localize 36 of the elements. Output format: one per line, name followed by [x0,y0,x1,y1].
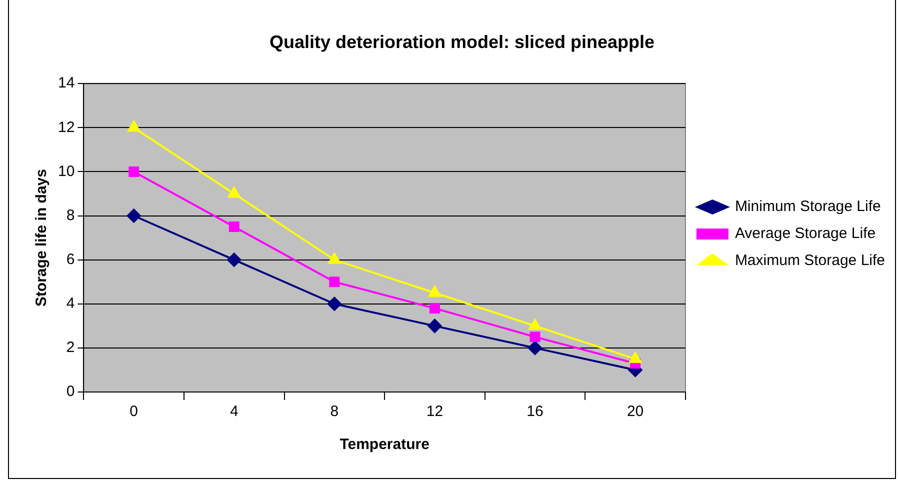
point [530,332,540,342]
legend-label: Minimum Storage Life [734,198,881,216]
y-tick-label: 14 [58,74,75,92]
point [329,276,340,288]
x-tick-label: 4 [230,403,238,420]
y-tick-label: 10 [58,162,75,180]
point [528,340,542,355]
point [429,303,440,314]
point [528,318,542,330]
point [428,286,441,297]
legend-label: Maximum Storage Life [734,252,886,270]
y-tick-label: 6 [66,250,75,268]
y-tick-label: 8 [66,206,75,224]
y-tick-label: 2 [66,339,75,356]
point [629,352,642,363]
y-tick-label: 4 [66,295,75,312]
chart-title: Quality deterioration model: sliced pineapple [269,32,655,52]
point [327,296,342,311]
y-tick-label: 0 [66,383,75,400]
point [128,166,140,177]
x-tick-label: 12 [426,403,444,420]
point [428,318,442,333]
y-axis-title: Storage life in days [33,169,50,307]
point [227,252,242,267]
point [328,252,341,264]
x-tick-label: 8 [330,403,339,420]
point [228,186,240,198]
point [228,222,240,232]
y-tick-label: 12 [58,118,75,136]
x-axis-title: Temperature [340,436,430,454]
legend-label: Average Storage Life [734,225,876,242]
x-tick-label: 16 [526,403,544,420]
x-tick-label: 0 [130,403,138,420]
point [126,208,141,223]
x-tick-label: 20 [626,403,644,420]
point [128,120,140,132]
